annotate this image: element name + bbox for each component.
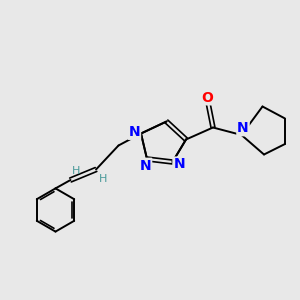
Text: N: N bbox=[237, 122, 249, 135]
Text: H: H bbox=[72, 166, 81, 176]
Text: N: N bbox=[140, 159, 151, 172]
Text: N: N bbox=[129, 125, 140, 139]
Text: H: H bbox=[99, 173, 108, 184]
Text: N: N bbox=[173, 158, 185, 171]
Text: O: O bbox=[201, 91, 213, 104]
